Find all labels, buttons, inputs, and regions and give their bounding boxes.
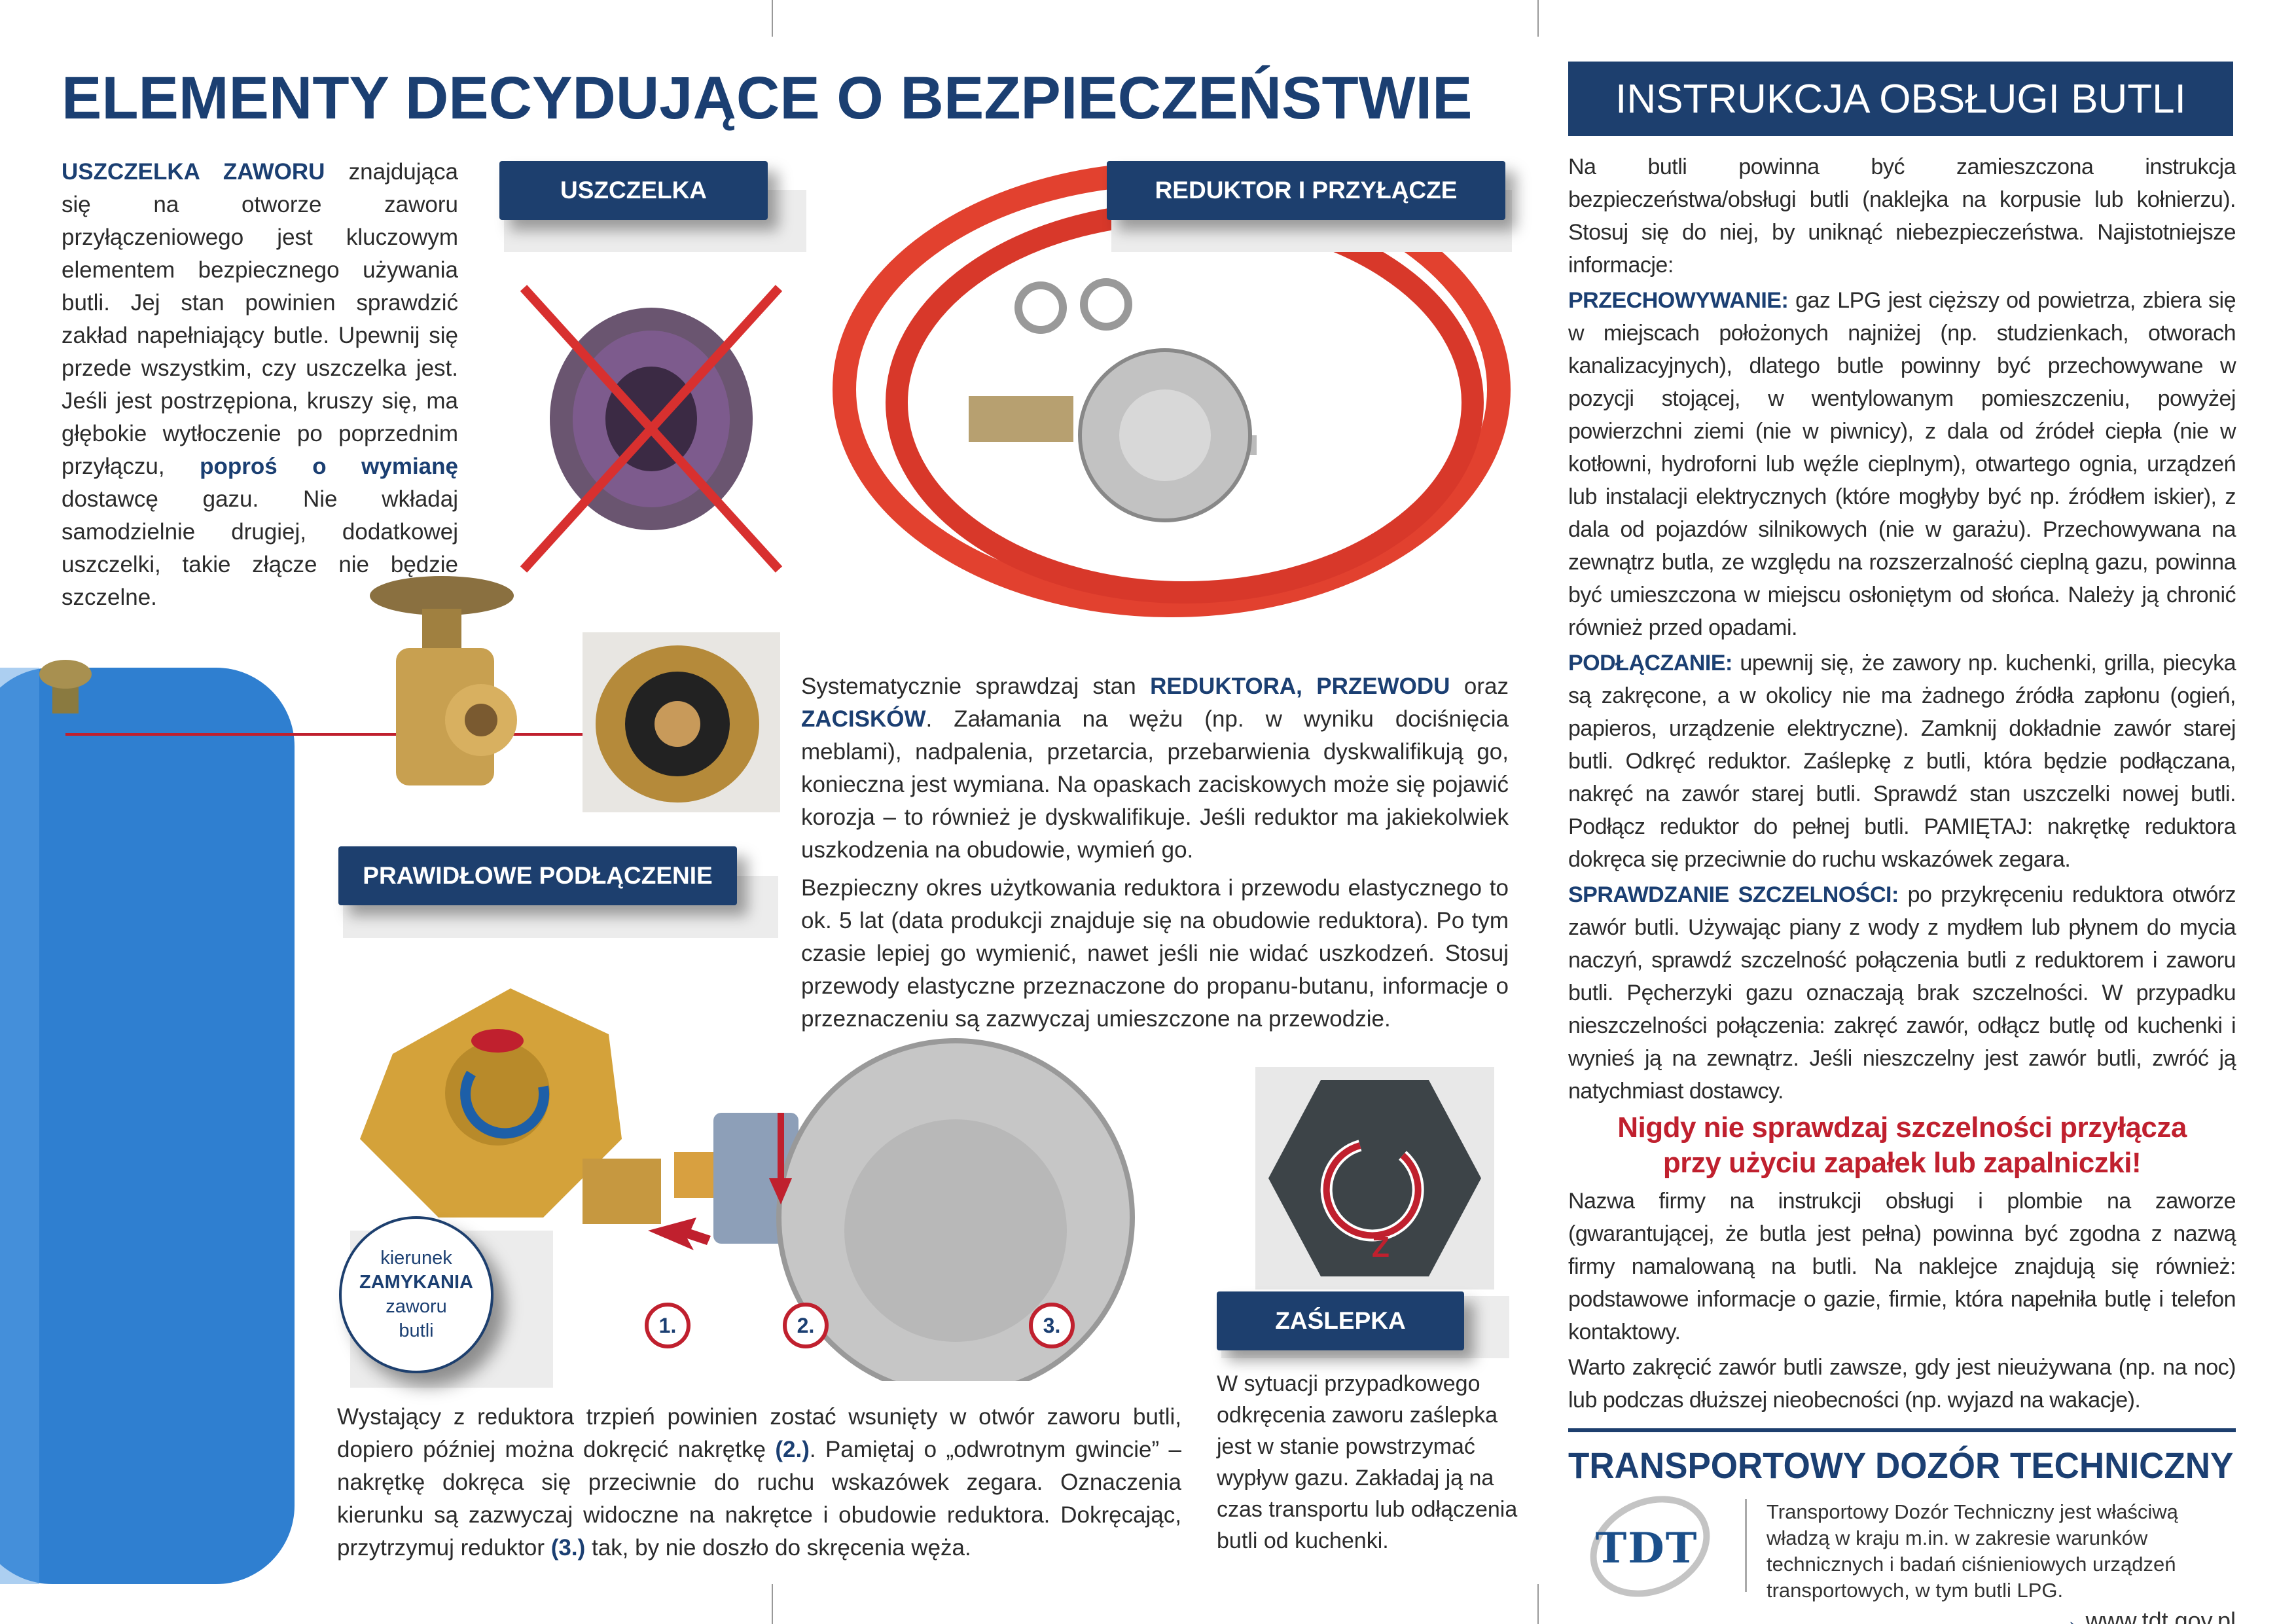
warning: Nigdy nie sprawdzaj szczelności przyłącz… — [1568, 1110, 2236, 1181]
valve-hole — [655, 701, 700, 747]
highlight: ZACISKÓW — [801, 706, 926, 732]
callout-text: ZAMYKANIA — [359, 1272, 473, 1293]
storage-section: PRZECHOWYWANIE: gaz LPG jest cięższy od … — [1568, 284, 2236, 644]
instructions-header: INSTRUKCJA OBSŁUGI BUTLI — [1568, 62, 2233, 136]
org-heading-text: TRANSPORTOWY DOZÓR TECHNICZNY — [1568, 1445, 2234, 1486]
text: po przykręceniu reduktora otwórz zawór b… — [1568, 882, 2236, 1104]
org-heading: TRANSPORTOWY DOZÓR TECHNICZNY — [1568, 1444, 2233, 1487]
reducer-paragraph: Systematycznie sprawdzaj stan REDUKTORA,… — [801, 670, 1509, 1036]
cap-photo: Z — [1255, 1067, 1494, 1290]
reducer-text-1: Systematycznie sprawdzaj stan REDUKTORA,… — [801, 670, 1509, 867]
rotate-arrow-icon — [460, 1070, 550, 1139]
clamp-icon — [1080, 278, 1132, 331]
crop-mark — [772, 0, 773, 37]
closing-direction-callout: kierunek ZAMYKANIA zaworu butli — [339, 1216, 493, 1373]
callout-text: zaworu — [386, 1296, 447, 1317]
footer: TRANSPORTOWY DOZÓR TECHNICZNY TDT Transp… — [1568, 1428, 2236, 1624]
text: znajdująca się na otworze zaworu przyłąc… — [62, 159, 458, 479]
intro-text: Na butli powinna być zamieszczona instru… — [1568, 154, 2236, 278]
gasket-image — [520, 285, 783, 573]
text: upewnij się, że zawory np. kuchenki, gri… — [1568, 651, 2236, 872]
connection-paragraph: Wystający z reduktora trzpień powinien z… — [337, 1401, 1181, 1564]
leak-section: SPRAWDZANIE SZCZELNOŚCI: po przykręceniu… — [1568, 878, 2236, 1108]
text: . Pamiętaj o „odwrotnym gwincie” – nakrę… — [337, 1437, 1181, 1561]
footer-row: TDT Transportowy Dozór Techniczny jest w… — [1568, 1477, 2236, 1624]
website-link[interactable]: → www.tdt.gov.pl — [1767, 1606, 2236, 1624]
section-heading: PODŁĄCZANIE: — [1568, 651, 1732, 676]
valve-image — [370, 576, 517, 785]
text: oraz — [1450, 674, 1509, 699]
section-heading: PRZECHOWYWANIE: — [1568, 288, 1789, 313]
instructions-body: Na butli powinna być zamieszczona instru… — [1568, 151, 2236, 1419]
gasket-term: USZCZELKA ZAWORU — [62, 159, 325, 185]
cross-icon — [520, 285, 783, 573]
clamp-icon — [1014, 281, 1067, 334]
step-2-badge: 2. — [783, 1303, 829, 1348]
page-title: ELEMENTY DECYDUJĄCE O BEZPIECZEŃSTWIE — [62, 65, 1473, 132]
crop-mark — [772, 1584, 773, 1624]
footer-info: Transportowy Dozór Techniczny jest właśc… — [1767, 1499, 2236, 1624]
text: . Załamania na wężu (np. w wyniku dociśn… — [801, 706, 1509, 863]
close-text: Warto zakręcić zawór butli zawsze, gdy j… — [1568, 1355, 2236, 1413]
highlight: REDUKTORA, PRZEWODU — [1150, 674, 1450, 699]
connection-image — [360, 988, 1135, 1381]
crop-mark — [1537, 0, 1539, 37]
rotate-arrow-icon — [1323, 1142, 1422, 1239]
gas-cylinder-image — [0, 660, 295, 1584]
crop-mark — [1537, 1584, 1539, 1624]
arrow-down-icon — [769, 1113, 792, 1204]
divider — [1745, 1499, 1747, 1592]
gasket-paragraph: USZCZELKA ZAWORU znajdująca się na otwor… — [62, 156, 458, 614]
text: tak, by nie doszło do skręcenia węża. — [585, 1535, 971, 1561]
arrow-left-icon — [648, 1218, 711, 1250]
link-text[interactable]: www.tdt.gov.pl — [2085, 1607, 2236, 1624]
connecting-section: PODŁĄCZANIE: upewnij się, że zawory np. … — [1568, 647, 2236, 876]
gasket-ok-photo — [583, 632, 780, 812]
warning-line: przy użyciu zapałek lub zapalniczki! — [1662, 1147, 2142, 1179]
warning-line: Nigdy nie sprawdzaj szczelności przyłącz… — [1617, 1111, 2187, 1144]
name-text: Nazwa firmy na instrukcji obsługi i plom… — [1568, 1189, 2236, 1344]
cap-letter: Z — [1372, 1231, 1390, 1263]
callout-text: kierunek — [380, 1248, 452, 1269]
cap-image: Z — [1268, 1080, 1481, 1276]
right-column: Na butli powinna być zamieszczona instru… — [1568, 151, 2236, 1624]
cap-paragraph: W sytuacji przypadkowego odkręcenia zawo… — [1217, 1371, 1518, 1553]
step-1-badge: 1. — [645, 1303, 691, 1348]
reducer-label: REDUKTOR I PRZYŁĄCZE — [1107, 161, 1505, 220]
divider — [1568, 1428, 2236, 1432]
text: dostawcę gazu. Nie wkładaj samodzielnie … — [62, 486, 458, 610]
reducer-text-2: Bezpieczny okres użytkowania reduktora i… — [801, 875, 1509, 1032]
highlight: (2.) — [775, 1437, 810, 1462]
text: gaz LPG jest cięższy od powietrza, zbier… — [1568, 288, 2236, 640]
text: Wystający z reduktora trzpień powinien z… — [337, 1404, 1181, 1462]
step-3-badge: 3. — [1029, 1303, 1075, 1348]
tdt-logo: TDT — [1568, 1477, 1727, 1616]
gasket-label: USZCZELKA — [499, 161, 768, 220]
arrow-right-icon: → — [2055, 1607, 2079, 1624]
text: Systematycznie sprawdzaj stan — [801, 674, 1151, 699]
logo-text: TDT — [1595, 1524, 1698, 1573]
cap-label: ZAŚLEPKA — [1217, 1291, 1464, 1350]
connection-label: PRAWIDŁOWE PODŁĄCZENIE — [338, 846, 737, 905]
section-heading: SPRAWDZANIE SZCZELNOŚCI: — [1568, 882, 1899, 907]
highlight: poproś o wymianę — [200, 454, 458, 479]
callout-text: butli — [399, 1320, 434, 1341]
highlight: (3.) — [550, 1535, 586, 1561]
org-description: Transportowy Dozór Techniczny jest właśc… — [1767, 1500, 2178, 1602]
